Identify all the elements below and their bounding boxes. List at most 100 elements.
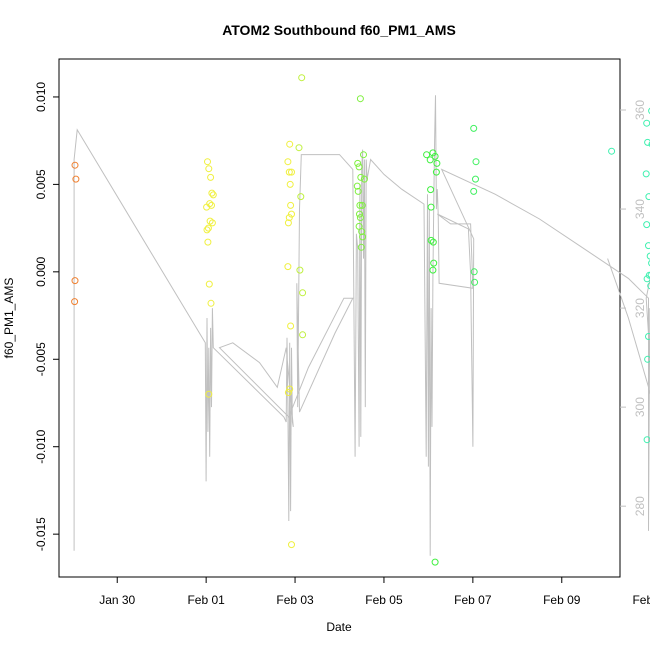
data-point <box>360 151 367 159</box>
data-point <box>642 170 650 178</box>
data-point <box>353 182 361 190</box>
data-point <box>284 389 292 396</box>
y2-tick-label: 360 <box>633 100 647 120</box>
data-point <box>472 175 479 183</box>
x-tick-label: Feb 03 <box>276 593 314 607</box>
data-point <box>647 282 650 290</box>
y2-tick-label: 300 <box>633 397 647 417</box>
data-point <box>354 187 362 195</box>
data-point <box>643 119 650 127</box>
data-point <box>645 242 650 250</box>
data-point <box>299 289 307 297</box>
data-point <box>205 390 213 398</box>
data-point <box>608 147 616 155</box>
data-point <box>648 107 650 115</box>
data-point <box>472 158 480 166</box>
data-point <box>356 95 364 103</box>
data-point <box>299 331 307 339</box>
data-point <box>204 158 211 166</box>
y2-tick-label: 340 <box>633 199 647 219</box>
data-point <box>208 189 216 197</box>
data-point <box>286 385 294 393</box>
data-point <box>470 268 478 276</box>
data-point <box>204 238 212 246</box>
data-point <box>647 271 650 279</box>
x-axis-label: Date <box>326 620 352 634</box>
data-point <box>644 138 650 146</box>
data-point <box>288 541 295 549</box>
data-point <box>203 226 211 234</box>
data-point <box>432 168 440 176</box>
y-axis-label: f60_PM1_AMS <box>2 278 16 359</box>
data-point <box>357 173 365 181</box>
data-point <box>643 221 650 229</box>
data-point <box>295 144 303 152</box>
data-point <box>71 161 79 169</box>
data-point <box>431 558 439 566</box>
data-point <box>284 219 292 227</box>
data-point <box>72 175 80 183</box>
data-point <box>358 228 366 236</box>
points-layer <box>71 74 650 566</box>
data-point <box>286 140 294 148</box>
data-point <box>429 238 437 246</box>
data-point <box>298 74 306 82</box>
plot-frame <box>58 58 621 578</box>
data-point <box>71 298 79 306</box>
data-point <box>431 152 439 160</box>
data-point <box>207 299 215 307</box>
secondary-trace-layer <box>73 95 650 556</box>
y-tick-label: 0.010 <box>34 82 48 112</box>
data-point <box>471 278 479 286</box>
data-point <box>359 233 367 241</box>
data-point <box>71 277 79 285</box>
data-point <box>203 203 211 211</box>
data-point <box>470 124 478 132</box>
x-tick-label: Feb 07 <box>454 593 492 607</box>
data-point <box>427 186 435 194</box>
data-point <box>648 141 650 148</box>
data-point <box>288 168 295 176</box>
data-point <box>287 322 295 330</box>
chart-title: ATOM2 Southbound f60_PM1_AMS <box>222 22 456 38</box>
data-point <box>646 252 650 260</box>
data-point <box>355 163 363 171</box>
data-point <box>284 263 292 271</box>
data-point <box>205 165 213 173</box>
y2-tick-label: 320 <box>633 298 647 318</box>
data-point <box>297 193 305 201</box>
data-point <box>427 236 435 244</box>
x-tick-label: Feb 11 <box>632 593 650 607</box>
data-point <box>645 193 650 201</box>
data-point <box>427 203 435 211</box>
x-tick-label: Jan 30 <box>99 593 135 607</box>
data-point <box>645 333 650 340</box>
data-point <box>423 151 431 159</box>
data-point <box>356 201 364 209</box>
data-point <box>204 224 212 232</box>
y-tick-label: -0.015 <box>34 517 48 551</box>
data-point <box>430 259 438 267</box>
y-tick-label: 0.005 <box>34 169 48 199</box>
data-point <box>644 355 650 363</box>
data-point <box>285 168 293 176</box>
data-point <box>356 210 363 218</box>
data-point <box>208 201 215 209</box>
data-point <box>205 280 213 288</box>
y-tick-label: 0.000 <box>34 256 48 286</box>
data-point <box>285 214 293 222</box>
data-point <box>206 217 214 225</box>
data-point <box>284 158 292 166</box>
data-point <box>643 436 650 444</box>
data-point <box>354 159 362 167</box>
data-point <box>429 266 437 274</box>
data-point <box>426 156 434 164</box>
data-point <box>643 275 650 283</box>
data-point <box>356 214 364 222</box>
data-point <box>208 219 216 227</box>
data-point <box>470 187 478 195</box>
data-point <box>648 259 650 267</box>
data-point <box>429 149 437 157</box>
data-point <box>287 201 295 209</box>
